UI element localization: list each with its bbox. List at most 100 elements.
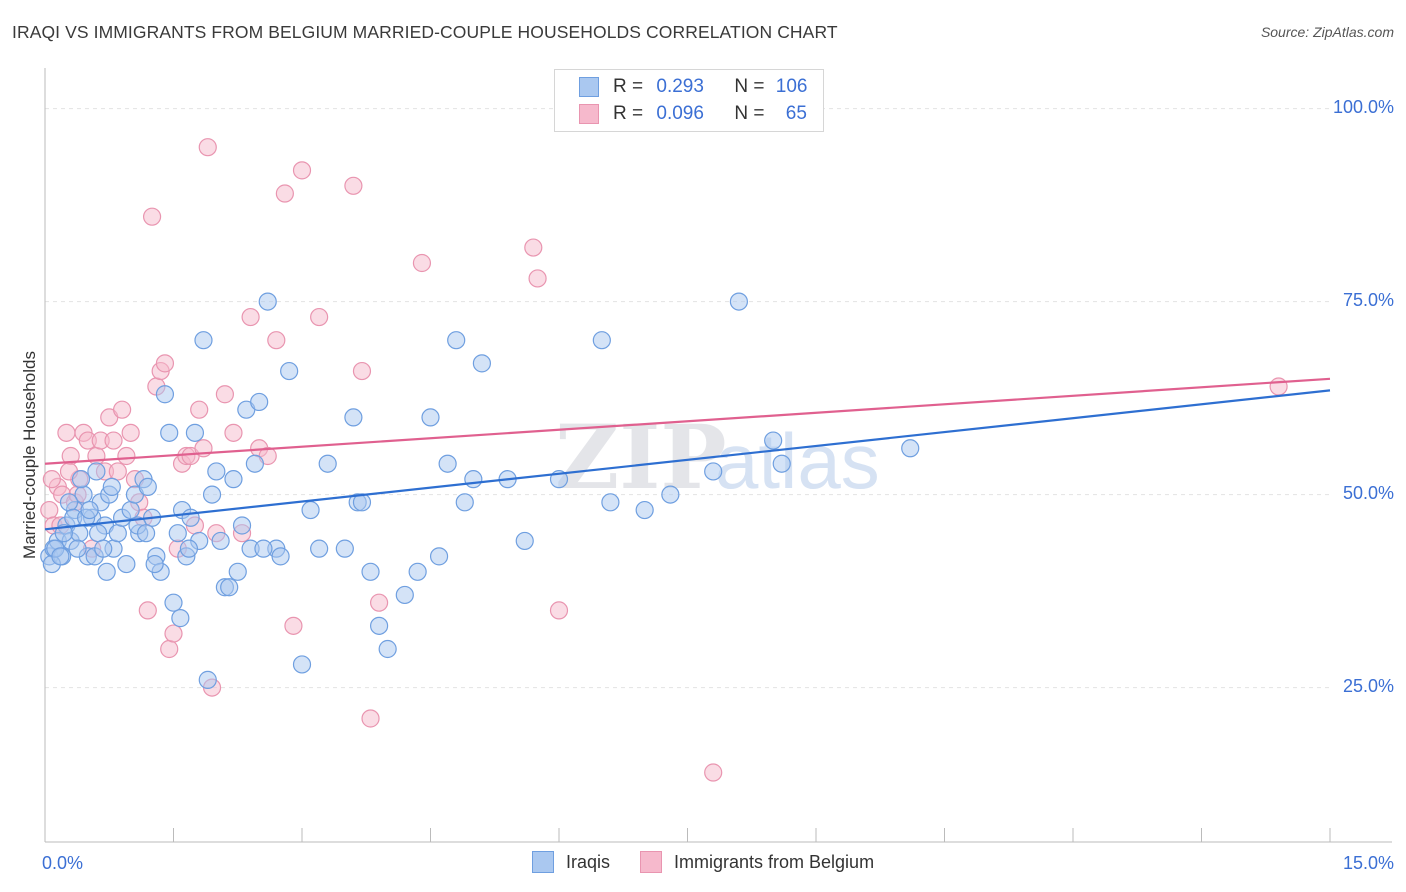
belgium-point bbox=[412, 253, 432, 273]
iraqi-point bbox=[179, 539, 199, 558]
belgium-point bbox=[344, 176, 363, 195]
belgium-point bbox=[104, 431, 123, 450]
iraqi-point bbox=[515, 531, 534, 551]
axes bbox=[44, 68, 1392, 843]
legend-swatch-pink bbox=[579, 104, 599, 124]
iraqi-point bbox=[704, 462, 723, 481]
iraqi-point bbox=[635, 500, 654, 520]
iraqi-point bbox=[447, 331, 466, 350]
belgium-point bbox=[524, 238, 543, 257]
belgium-point bbox=[138, 601, 157, 620]
iraqi-point bbox=[395, 585, 414, 605]
legend-row-belgium: R = 0.096 N = 65 bbox=[579, 103, 807, 125]
watermark: ZIP atlas bbox=[555, 405, 880, 509]
iraqi-point bbox=[59, 493, 79, 512]
iraqi-point bbox=[202, 485, 222, 504]
belgium-point bbox=[370, 593, 389, 612]
iraqi-point bbox=[198, 670, 217, 689]
iraqi-point bbox=[87, 462, 106, 481]
iraqi-point bbox=[68, 539, 87, 558]
trend-lines bbox=[44, 377, 1331, 531]
iraqi-point bbox=[71, 470, 91, 489]
y-tick-label: 25.0% bbox=[1342, 675, 1394, 696]
iraqi-point bbox=[464, 470, 483, 489]
belgium-point bbox=[704, 763, 723, 782]
iraqi-point bbox=[232, 516, 252, 535]
iraqi-point bbox=[194, 331, 213, 350]
iraqi-point bbox=[318, 454, 337, 473]
iraqi-point bbox=[211, 531, 230, 551]
iraqi-point bbox=[155, 385, 175, 404]
belgium-point bbox=[361, 709, 380, 728]
iraqi-point bbox=[378, 639, 397, 659]
iraqi-point bbox=[361, 562, 380, 581]
iraqi-point bbox=[228, 562, 247, 581]
legend-n-label: N = bbox=[734, 76, 765, 97]
iraqi-point bbox=[258, 292, 277, 311]
belgium-point bbox=[215, 385, 234, 404]
iraqi-point bbox=[729, 292, 749, 311]
iraqi-point bbox=[344, 408, 363, 427]
iraqi-point bbox=[102, 477, 121, 496]
belgium-point bbox=[292, 161, 312, 180]
iraqi-point bbox=[292, 655, 312, 674]
belgium-point bbox=[142, 207, 162, 226]
watermark-atlas: atlas bbox=[715, 417, 880, 505]
iraqi-point bbox=[117, 554, 136, 574]
iraqi-point bbox=[181, 508, 200, 527]
iraqi-point bbox=[421, 408, 440, 427]
y-tick-label: 75.0% bbox=[1342, 289, 1394, 310]
watermark-zip: ZIP bbox=[555, 405, 727, 509]
belgium-point bbox=[549, 601, 569, 620]
belgium-point bbox=[275, 184, 294, 203]
belgium-trend-line bbox=[44, 377, 1331, 465]
iraqi-point bbox=[94, 539, 113, 558]
iraqi-point bbox=[185, 423, 205, 442]
iraqi-point bbox=[335, 539, 354, 558]
iraqi-point bbox=[254, 539, 273, 558]
belgium-point bbox=[1269, 377, 1288, 396]
iraqi-point bbox=[661, 485, 680, 504]
legend-r-value: 0.096 bbox=[656, 103, 704, 124]
belgium-point bbox=[352, 361, 372, 381]
belgium-point bbox=[164, 624, 183, 643]
iraqi-point bbox=[772, 454, 791, 473]
x-max-label: 15.0% bbox=[1342, 853, 1394, 873]
legend-swatch-blue bbox=[579, 77, 599, 97]
iraqi-point bbox=[438, 454, 457, 473]
iraqi-point bbox=[310, 539, 329, 558]
source-label: Source: ZipAtlas.com bbox=[1260, 24, 1394, 40]
belgium-point bbox=[112, 400, 132, 419]
iraqi-point bbox=[472, 354, 491, 373]
belgium-point bbox=[121, 423, 140, 442]
y-axis-title: Married-couple Households bbox=[20, 351, 39, 559]
bottom-legend-belgium: Immigrants from Belgium bbox=[640, 851, 874, 873]
iraqi-point bbox=[207, 462, 226, 481]
chart-title: IRAQI VS IMMIGRANTS FROM BELGIUM MARRIED… bbox=[12, 22, 838, 42]
iraqi-point bbox=[224, 470, 243, 489]
iraqi-point bbox=[601, 493, 620, 512]
iraqi-point bbox=[121, 500, 140, 520]
legend-row-iraqis: R = 0.293 N = 106 bbox=[579, 76, 807, 98]
belgium-point bbox=[160, 639, 179, 659]
belgium-point bbox=[198, 138, 217, 157]
belgium-point bbox=[57, 423, 76, 442]
iraqi-point bbox=[136, 524, 156, 543]
bottom-legend-label: Immigrants from Belgium bbox=[674, 851, 875, 872]
belgium-point bbox=[310, 307, 329, 327]
iraqi-point bbox=[168, 524, 187, 543]
x-min-label: 0.0% bbox=[42, 853, 84, 873]
iraqi-point bbox=[138, 477, 157, 496]
iraqi-points bbox=[40, 292, 920, 689]
iraqi-point bbox=[764, 431, 783, 450]
belgium-point bbox=[267, 331, 286, 350]
legend-n-value: 106 bbox=[775, 76, 808, 97]
iraqi-point bbox=[171, 609, 190, 628]
iraqi-point bbox=[80, 500, 99, 520]
iraqi-point bbox=[301, 500, 320, 520]
iraqi-point bbox=[145, 554, 164, 574]
belgium-point bbox=[528, 269, 547, 288]
iraqi-point bbox=[592, 331, 611, 350]
iraqi-point bbox=[352, 493, 372, 512]
y-tick-label: 50.0% bbox=[1342, 482, 1394, 503]
